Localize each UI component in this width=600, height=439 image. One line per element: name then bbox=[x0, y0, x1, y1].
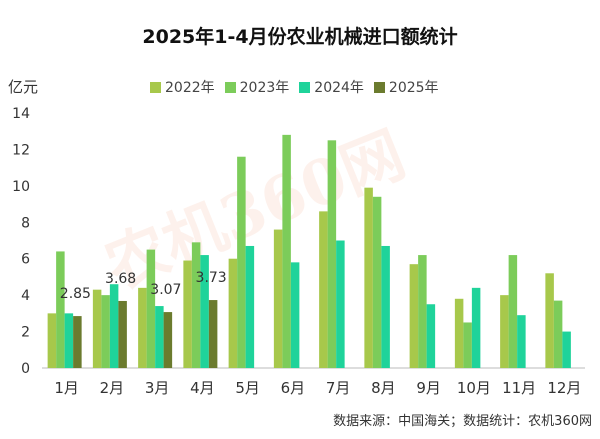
bar-2023-5 bbox=[237, 156, 246, 368]
x-tick-label: 3月 bbox=[145, 379, 170, 397]
data-source-note: 数据来源：中国海关；数据统计：农机360网 bbox=[333, 414, 592, 429]
data-label-2025-4: 3.73 bbox=[196, 270, 227, 286]
bar-2024-1 bbox=[64, 313, 74, 368]
bar-2022-5 bbox=[228, 258, 238, 368]
bar-2023-11 bbox=[508, 255, 518, 368]
legend-swatch-2024 bbox=[299, 81, 311, 93]
legend-swatch-2022 bbox=[150, 81, 161, 93]
bar-2022-10 bbox=[454, 298, 464, 368]
bar-2023-8 bbox=[372, 196, 382, 368]
legend-label-2023: 2023年 bbox=[239, 80, 290, 96]
y-tick-label: 6 bbox=[21, 252, 30, 268]
legend: 2022年 2023年 2024年 2025年 bbox=[150, 77, 439, 97]
bar-2025-1 bbox=[73, 316, 82, 368]
bar-2024-7 bbox=[336, 240, 345, 368]
bar-2022-9 bbox=[409, 264, 419, 368]
legend-item-2024: 2024年 bbox=[299, 77, 364, 97]
x-tick-label: 4月 bbox=[190, 379, 215, 397]
x-tick-label: 5月 bbox=[235, 379, 260, 397]
bar-2022-1 bbox=[47, 313, 57, 368]
bar-2024-8 bbox=[381, 245, 390, 368]
y-tick-label: 8 bbox=[21, 215, 30, 231]
bar-2025-3 bbox=[163, 312, 173, 368]
bar-2022-12 bbox=[545, 273, 554, 368]
legend-swatch-2023 bbox=[224, 81, 236, 93]
bar-2023-7 bbox=[327, 140, 337, 368]
bar-2024-5 bbox=[245, 245, 255, 368]
y-tick-label: 14 bbox=[12, 106, 30, 122]
x-tick-label: 2月 bbox=[100, 379, 125, 397]
data-label-2025-1: 2.85 bbox=[60, 286, 91, 302]
bar-2024-12 bbox=[562, 331, 571, 368]
x-tick-label: 7月 bbox=[326, 379, 351, 397]
legend-item-2025: 2025年 bbox=[373, 77, 439, 97]
data-label-2025-2: 3.68 bbox=[105, 271, 136, 287]
bar-2023-4 bbox=[191, 242, 201, 368]
bar-2024-10 bbox=[471, 287, 481, 368]
bar-2023-3 bbox=[146, 249, 156, 368]
bar-2024-3 bbox=[155, 306, 164, 368]
x-tick-label: 10月 bbox=[457, 379, 491, 397]
x-tick-label: 8月 bbox=[371, 379, 396, 397]
y-tick-label: 12 bbox=[12, 142, 30, 158]
x-tick-label: 6月 bbox=[281, 379, 306, 397]
x-tick-label: 11月 bbox=[502, 379, 536, 397]
bar-2024-2 bbox=[109, 284, 119, 368]
bar-2024-4 bbox=[200, 255, 209, 368]
bar-2023-10 bbox=[463, 322, 472, 368]
legend-label-2024: 2024年 bbox=[314, 80, 364, 96]
bar-2025-2 bbox=[118, 300, 127, 368]
bar-2022-4 bbox=[183, 260, 192, 368]
legend-label-2025: 2025年 bbox=[388, 80, 439, 96]
bar-2022-3 bbox=[138, 287, 147, 368]
legend-label-2022: 2022年 bbox=[165, 80, 215, 96]
bar-2024-9 bbox=[426, 304, 436, 368]
chart-title: 2025年1-4月份农业机械进口额统计 bbox=[142, 26, 458, 48]
y-tick-label: 10 bbox=[12, 179, 30, 195]
bar-2024-6 bbox=[290, 262, 300, 368]
x-tick-label: 1月 bbox=[54, 379, 79, 397]
bar-2022-11 bbox=[500, 295, 509, 368]
bar-2022-2 bbox=[92, 289, 102, 368]
bar-2022-8 bbox=[364, 187, 373, 368]
bar-2023-6 bbox=[282, 134, 291, 368]
legend-swatch-2025 bbox=[373, 81, 385, 93]
data-label-2025-3: 3.07 bbox=[150, 282, 181, 298]
y-tick-label: 2 bbox=[21, 325, 30, 341]
bar-2023-2 bbox=[101, 295, 110, 368]
x-tick-label: 9月 bbox=[416, 379, 441, 397]
bar-2022-6 bbox=[273, 229, 283, 368]
y-axis-unit: 亿元 bbox=[8, 78, 39, 96]
legend-item-2023: 2023年 bbox=[224, 77, 290, 97]
bar-2024-11 bbox=[517, 315, 526, 368]
y-tick-label: 4 bbox=[21, 288, 30, 304]
bar-2023-12 bbox=[553, 300, 563, 368]
bar-2023-9 bbox=[418, 255, 427, 368]
x-tick-label: 12月 bbox=[547, 379, 581, 397]
legend-item-2022: 2022年 bbox=[150, 77, 215, 97]
bar-2023-1 bbox=[56, 251, 65, 368]
bar-2025-4 bbox=[208, 300, 218, 368]
bar-2022-7 bbox=[319, 211, 328, 368]
y-tick-label: 0 bbox=[21, 361, 30, 377]
